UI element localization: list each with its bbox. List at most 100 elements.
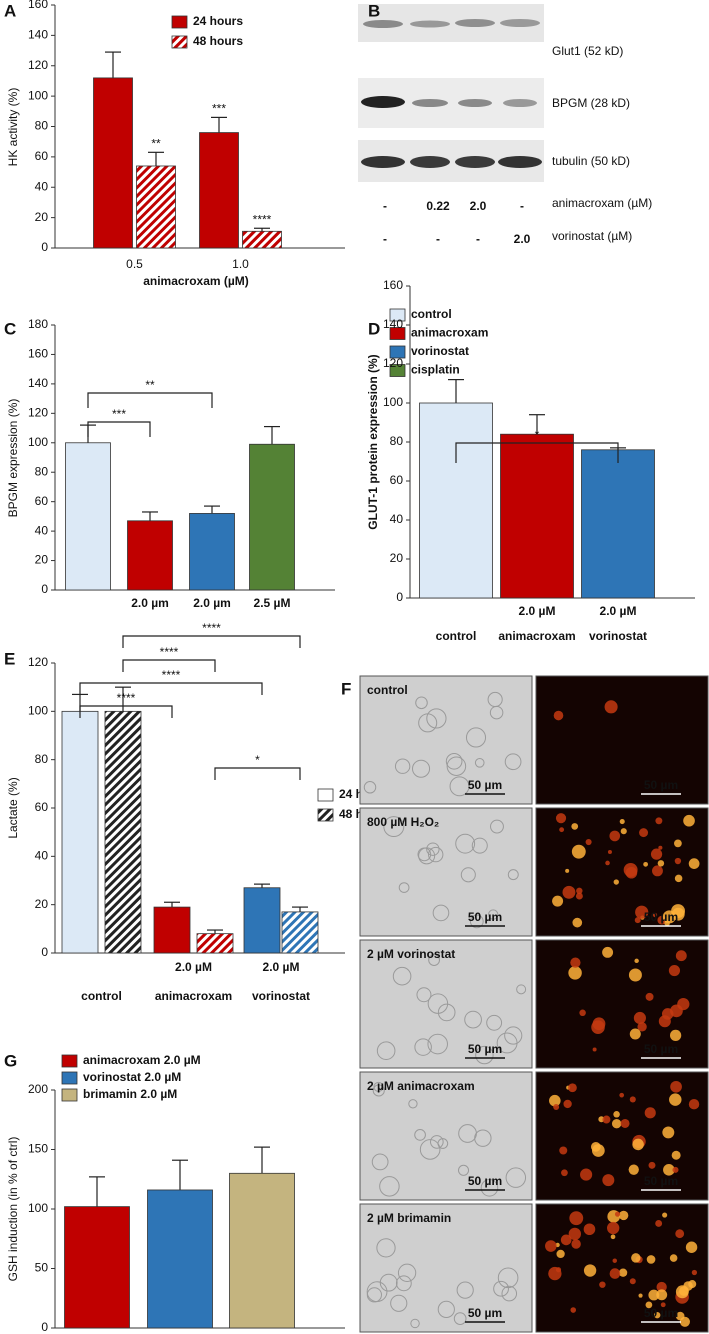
brightfield-image <box>359 675 533 805</box>
fluorescent-spot <box>648 1289 660 1301</box>
y-tick-label: 0 <box>41 1320 48 1334</box>
micrograph-row: 800 µM H₂O₂ 50 µm 50 µm <box>359 807 709 937</box>
y-tick-label: 40 <box>390 512 404 526</box>
fluorescent-spot <box>660 1302 666 1308</box>
x-tick-label: vorinostat <box>252 989 310 1003</box>
y-tick-label: 80 <box>35 752 49 766</box>
bar <box>281 911 319 954</box>
cell <box>416 987 432 1003</box>
fluorescent-spot <box>591 1144 605 1157</box>
legend-label: vorinostat 2.0 µM <box>83 1070 181 1084</box>
significance-bracket <box>455 442 619 463</box>
dose-label: 2.0 µM <box>600 604 637 618</box>
cell <box>505 1167 527 1188</box>
x-tick-label: 0.5 <box>126 257 143 271</box>
scale-bar-label: 50 µm <box>644 778 678 792</box>
fluorescent-spot <box>565 868 570 873</box>
fluorescent-spot <box>563 1099 572 1109</box>
y-tick-label: 0 <box>41 240 48 254</box>
significance: **** <box>162 668 181 682</box>
scale-bar-label: 50 µm <box>468 1306 502 1320</box>
fluorescent-spot <box>583 1223 596 1236</box>
cell <box>371 1153 389 1171</box>
y-tick-label: 60 <box>390 473 404 487</box>
fluorescent-spot <box>643 861 649 867</box>
cell <box>486 1014 503 1031</box>
bar <box>61 710 99 954</box>
cell <box>465 727 487 748</box>
fluorescent-spot <box>671 1150 681 1160</box>
dose-label: 2.0 µM <box>263 960 300 974</box>
y-tick-label: 140 <box>28 28 48 42</box>
cell <box>456 1281 474 1299</box>
fluorescent-spot <box>576 887 583 895</box>
cell <box>366 1281 388 1303</box>
fluorescent-spot <box>592 1047 597 1052</box>
y-tick-label: 100 <box>28 88 48 102</box>
significance-bracket <box>122 635 301 648</box>
legend-label: brimamin 2.0 µM <box>83 1087 177 1101</box>
legend-label: animacroxam <box>411 326 488 340</box>
bar <box>104 710 142 954</box>
band-label: tubulin (50 kD) <box>552 154 630 168</box>
cell <box>426 708 447 729</box>
y-tick-label: 0 <box>41 582 48 596</box>
condition-label: 2 µM vorinostat <box>367 947 455 961</box>
fluorescent-spot <box>674 839 682 848</box>
fluorescent-spot <box>669 1093 682 1106</box>
y-tick-label: 100 <box>28 435 48 449</box>
scale-bar-label: 50 µm <box>468 1042 502 1056</box>
lane-value: - <box>476 232 480 246</box>
legend-swatch <box>317 808 334 822</box>
legend-swatch <box>61 1054 78 1068</box>
bar <box>147 1189 213 1329</box>
scale-bar-label: 50 µm <box>468 910 502 924</box>
cell <box>488 909 499 920</box>
fluorescent-spot <box>652 912 658 918</box>
lane-value: - <box>383 199 387 213</box>
fluorescent-spot <box>634 958 639 964</box>
fluorescent-spot <box>618 1210 629 1221</box>
fluorescent-spot <box>548 1266 562 1281</box>
cell <box>464 1010 482 1029</box>
fluorescent-spot <box>618 1268 628 1277</box>
y-tick-label: 180 <box>28 317 48 331</box>
cell <box>426 842 440 856</box>
cell <box>412 759 431 778</box>
legend-label: cisplatin <box>411 363 460 377</box>
cell <box>496 1032 518 1054</box>
bar <box>581 449 655 599</box>
fluorescent-spot <box>669 1029 682 1042</box>
fluorescent-spot <box>561 1169 568 1177</box>
y-tick-label: 120 <box>28 406 48 420</box>
micrograph-row: 2 µM animacroxam 50 µm 50 µm <box>359 1071 709 1201</box>
cell <box>487 691 503 708</box>
y-tick-label: 100 <box>28 704 48 718</box>
fluorescent-spot <box>650 848 663 860</box>
y-axis-label: Lactate (%) <box>6 777 20 838</box>
cell <box>414 1129 426 1141</box>
fluorescent-spot <box>559 827 565 833</box>
fluorescent-spot <box>620 828 627 835</box>
fluorescent-spot <box>628 968 642 982</box>
y-tick-label: 60 <box>35 149 49 163</box>
fluorescent-spot <box>645 1301 653 1309</box>
treatment-label: animacroxam (µM) <box>552 196 652 210</box>
fluorescent-spot <box>662 1126 675 1139</box>
dose-label: 2.0 µM <box>519 604 556 618</box>
significance: * <box>535 428 540 442</box>
bar <box>229 1172 295 1329</box>
lane-value: 0.22 <box>426 199 450 213</box>
fluorescent-spot <box>609 1268 621 1279</box>
y-tick-label: 40 <box>35 523 49 537</box>
fluorescent-spot <box>654 1311 661 1319</box>
scale-bar-label: 50 µm <box>644 1174 678 1188</box>
fluorescent-spot <box>623 862 638 877</box>
bar <box>65 442 111 591</box>
fluorescent-spot <box>638 1293 643 1298</box>
legend-swatch <box>317 788 334 802</box>
legend-swatch <box>389 327 406 340</box>
legend-swatch <box>171 15 188 29</box>
fluorescent-spot <box>658 1015 671 1028</box>
fluorescent-spot <box>570 957 581 968</box>
